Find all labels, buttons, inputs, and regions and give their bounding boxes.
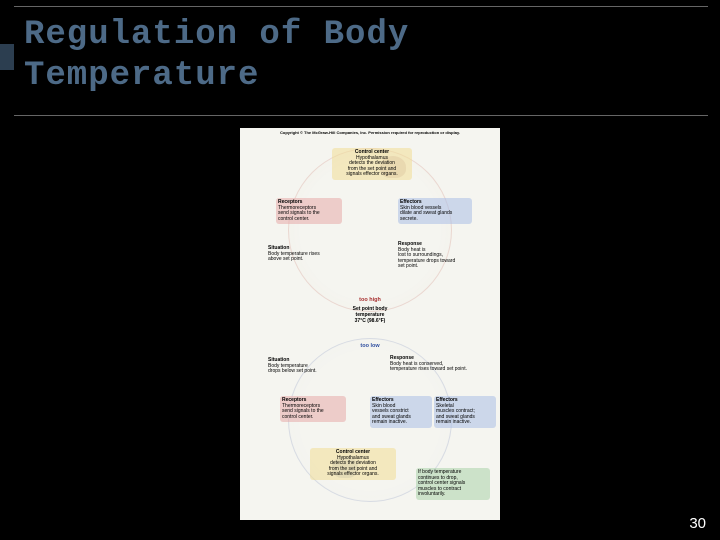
thermoregulation-diagram: Copyright © The McGraw-Hill Companies, I… xyxy=(240,128,500,520)
block-effectors-bottom-2: Effectors Skeletal muscles contract; and… xyxy=(434,396,496,428)
text: control center. xyxy=(282,415,344,421)
block-control-center-bottom: Control center Hypothalamus detects the … xyxy=(310,448,396,480)
copyright-text: Copyright © The McGraw-Hill Companies, I… xyxy=(240,130,500,135)
block-control-center-top: Control center Hypothalamus detects the … xyxy=(332,148,412,180)
block-receptors-top: Receptors Thermoreceptors send signals t… xyxy=(276,198,342,224)
text: temperature rises toward set point. xyxy=(390,367,486,373)
text: too high xyxy=(359,297,381,303)
text: involuntarily. xyxy=(418,492,488,498)
label-too-high: too high xyxy=(340,288,400,306)
block-response-high: Response Body heat is lost to surroundin… xyxy=(398,242,478,270)
title-bar: Regulation of Body Temperature xyxy=(14,6,708,116)
title-line-2: Temperature xyxy=(24,57,259,95)
title-line-1: Regulation of Body xyxy=(24,16,409,54)
text: 37°C (98.6°F) xyxy=(355,318,386,324)
slide-number: 30 xyxy=(689,515,706,532)
block-situation-high: Situation Body temperature rises above s… xyxy=(268,246,340,263)
block-response-low: Response Body heat is conserved, tempera… xyxy=(390,356,486,373)
block-effectors-top: Effectors Skin blood vessels dilate and … xyxy=(398,198,472,224)
text: set point. xyxy=(398,264,478,270)
text: signals effector organs. xyxy=(312,472,394,478)
text: too low xyxy=(360,343,379,349)
text: remain inactive. xyxy=(372,420,430,426)
setpoint-block: Set point body temperature 37°C (98.6°F) xyxy=(340,306,400,324)
text: drops below set point. xyxy=(268,369,340,375)
label-too-low: too low xyxy=(340,334,400,352)
text: signals effector organs. xyxy=(334,172,410,178)
block-receptors-bottom: Receptors Thermoreceptors send signals t… xyxy=(280,396,346,422)
page-title: Regulation of Body Temperature xyxy=(24,15,698,97)
text: control center. xyxy=(278,217,340,223)
text: secrete. xyxy=(400,217,470,223)
block-shivering-note: If body temperature continues to drop, c… xyxy=(416,468,490,500)
text: above set point. xyxy=(268,257,340,263)
block-effectors-bottom-1: Effectors Skin blood vessels constrict a… xyxy=(370,396,432,428)
text: remain inactive. xyxy=(436,420,494,426)
block-situation-low: Situation Body temperature drops below s… xyxy=(268,358,340,375)
side-accent xyxy=(0,44,14,70)
